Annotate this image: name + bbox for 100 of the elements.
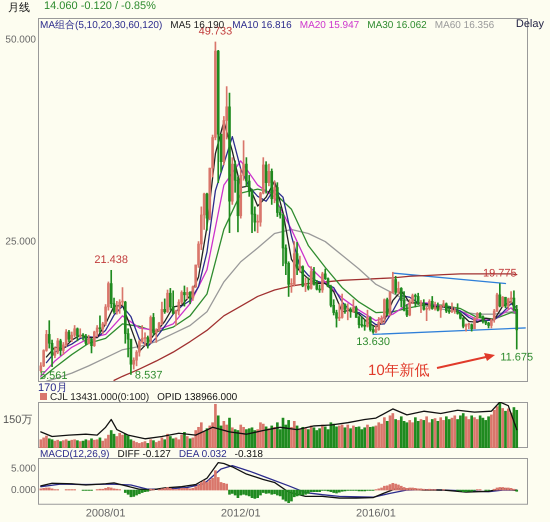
bar [304, 428, 307, 448]
bar [445, 416, 448, 448]
bar [268, 490, 270, 494]
bar [163, 439, 166, 448]
bar [126, 436, 130, 448]
bar [430, 419, 434, 448]
bar [166, 434, 169, 448]
bar [287, 420, 290, 448]
bar [73, 439, 76, 448]
bar [110, 488, 113, 490]
bar [318, 428, 321, 448]
bar [200, 482, 203, 490]
bar [468, 419, 470, 448]
bar [132, 440, 136, 448]
text: 150万 [3, 413, 32, 427]
bar [262, 490, 265, 493]
bar [397, 420, 400, 448]
bar [124, 434, 127, 448]
bar [411, 488, 414, 490]
bar [68, 440, 70, 448]
text: 170月 [38, 381, 68, 394]
bar [425, 416, 428, 448]
bar [273, 426, 276, 448]
chart-title: 月线 [8, 1, 30, 15]
bar [154, 442, 158, 448]
bar [130, 490, 132, 498]
bar [315, 490, 318, 492]
series-label: DEA 0.032 [178, 449, 227, 460]
bar [388, 415, 392, 448]
bar [392, 482, 394, 490]
bar [146, 443, 150, 448]
bar [416, 420, 420, 448]
bar [183, 432, 186, 448]
bar [487, 416, 490, 448]
bar [290, 490, 293, 502]
annotation: 8.537 [134, 370, 162, 382]
legend-label: CJL 13431.000(0:100) [50, 392, 150, 403]
bar [197, 426, 200, 448]
bar [107, 434, 110, 448]
bar [82, 440, 84, 448]
bar [259, 422, 262, 448]
bar [214, 404, 217, 448]
bar [501, 487, 504, 490]
bar [152, 440, 155, 448]
bar [296, 426, 298, 448]
bar [307, 429, 310, 448]
bar [360, 429, 364, 448]
bar [312, 427, 316, 448]
bar [340, 424, 344, 448]
bar [124, 490, 127, 493]
annotation: -0.318 [234, 449, 263, 460]
bar [112, 434, 116, 448]
bar [45, 436, 48, 448]
bar [352, 426, 355, 448]
bar [400, 416, 403, 448]
bar [256, 490, 259, 498]
bar [501, 408, 504, 448]
bar [386, 420, 389, 448]
bar [442, 420, 445, 448]
bar [186, 436, 189, 448]
bar [130, 439, 132, 448]
bar [298, 429, 302, 448]
bar [56, 440, 60, 448]
y-tick-label: 50.000 [5, 34, 36, 46]
bar [298, 490, 302, 496]
bar [296, 490, 298, 496]
bar [118, 432, 121, 448]
text: DIFF -0.127 [117, 449, 171, 460]
text: MA10 16.816 [232, 20, 292, 30]
legend-title: MACD(12,26,9) [40, 449, 110, 460]
y-tick-label: 25.000 [5, 236, 36, 248]
legend-title: MA组合(5,10,20,30,60,120) [40, 19, 162, 32]
bar [496, 406, 498, 448]
bar [104, 438, 107, 448]
bar [462, 490, 465, 492]
bar [321, 424, 324, 448]
bar [242, 426, 245, 448]
annotation: Delay [516, 18, 544, 30]
bar [166, 487, 169, 490]
annotation: 10年新低 [368, 361, 430, 380]
bar [383, 486, 386, 490]
bar [78, 441, 82, 448]
bar [402, 420, 406, 448]
bar [394, 484, 397, 490]
bar [138, 490, 141, 494]
chart-subtitle: 14.060 -0.120 / -0.85% [44, 0, 156, 14]
bar [202, 480, 206, 490]
bar [42, 438, 45, 448]
text: MA30 16.062 [367, 20, 427, 30]
bar [135, 490, 138, 496]
bar [39, 439, 42, 448]
bar [236, 430, 240, 448]
bar [144, 490, 146, 492]
bar [498, 487, 502, 490]
text: MA60 16.356 [434, 20, 494, 30]
bar [144, 441, 146, 448]
bar [448, 419, 450, 448]
bar [276, 490, 279, 496]
annotation: 49.733 [198, 25, 232, 38]
bar [121, 434, 124, 448]
